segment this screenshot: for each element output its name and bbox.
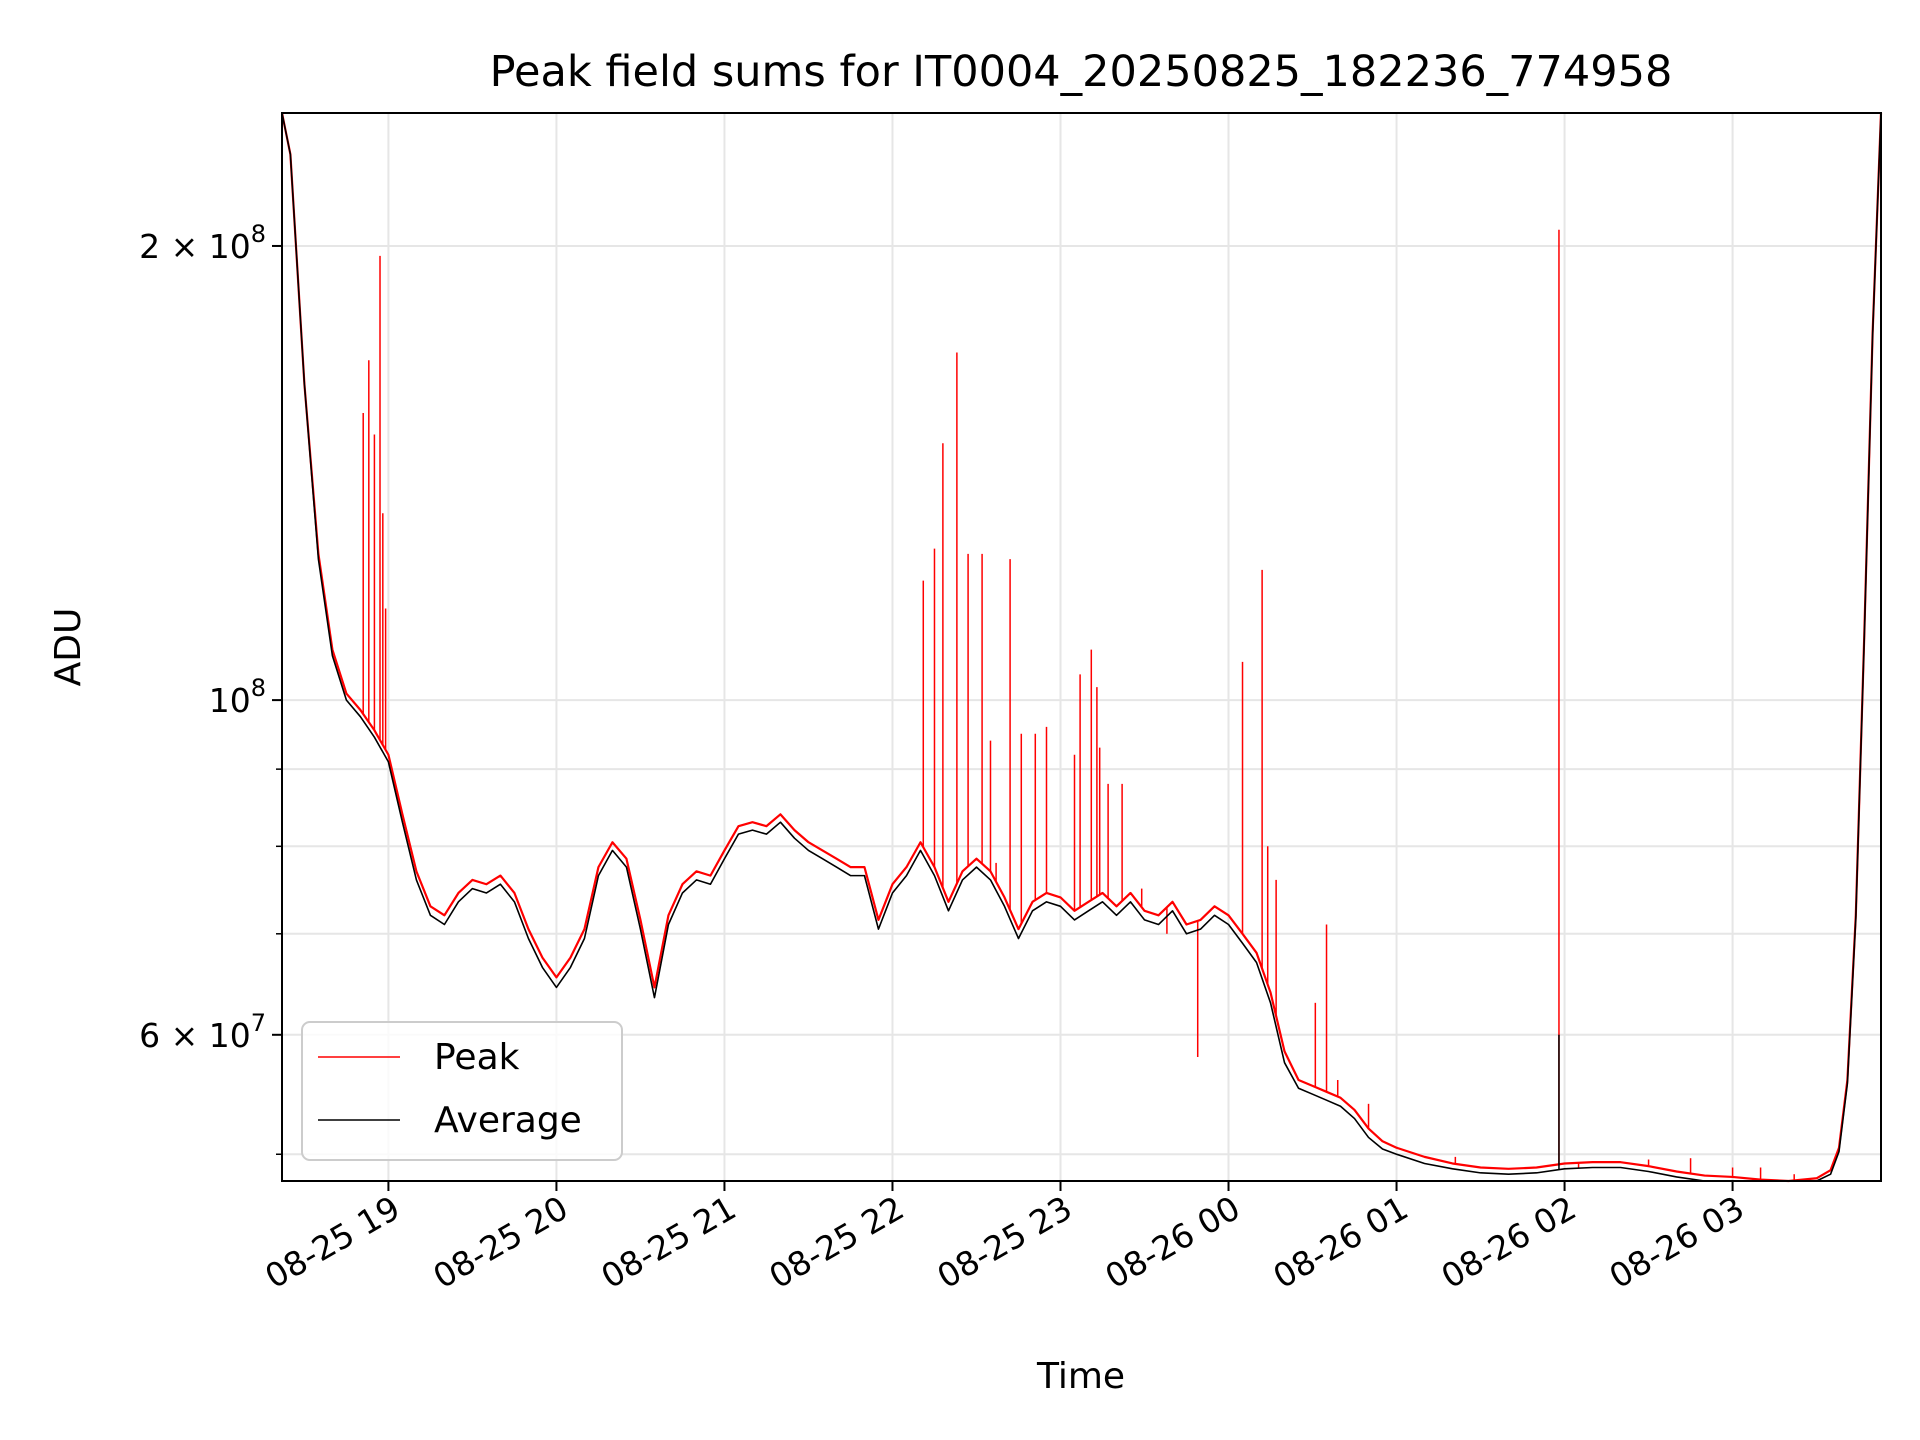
legend: Peak Average (301, 1021, 623, 1161)
legend-peak-label: Peak (434, 1037, 520, 1078)
y-tick-label-exponent: 7 (251, 1009, 266, 1037)
legend-average-label: Average (434, 1100, 582, 1141)
plot-frame (281, 112, 1882, 1182)
y-tick-label-base: 6 × 10 (139, 1016, 251, 1055)
y-tick-label-base: 2 × 10 (139, 227, 251, 266)
y-tick-label-base: 10 (209, 681, 251, 720)
y-tick-label: 2 × 108 (139, 220, 266, 266)
chart-title: Peak field sums for IT0004_20250825_1822… (490, 47, 1673, 97)
y-axis-label: ADU (48, 608, 89, 687)
y-tick-label-exponent: 8 (251, 674, 266, 702)
series-line-average (281, 112, 1882, 1182)
y-tick-label-exponent: 8 (251, 220, 266, 248)
series-layer (280, 112, 1883, 1183)
y-tick-label: 6 × 107 (139, 1009, 266, 1055)
y-tick-label: 108 (209, 674, 266, 720)
x-axis-label: Time (1036, 1356, 1125, 1397)
grid-lines (282, 113, 1881, 1181)
